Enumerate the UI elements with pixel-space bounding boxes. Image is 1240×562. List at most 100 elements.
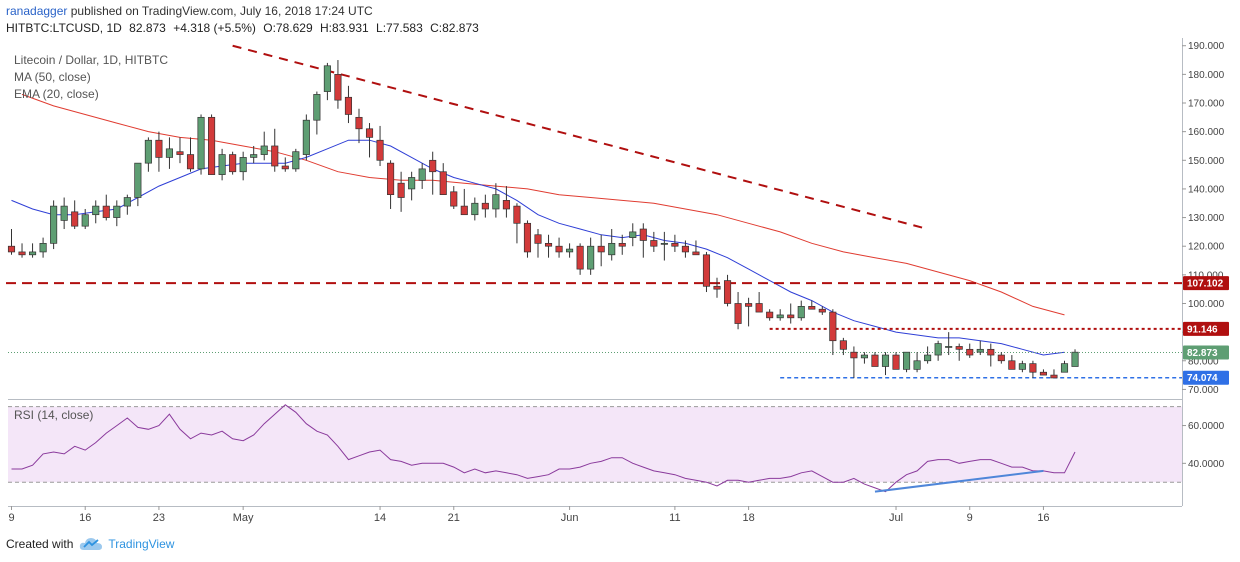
candle (39, 237, 47, 258)
candle-down-body (818, 308, 826, 313)
candle-up-body (860, 354, 868, 359)
candle (60, 197, 68, 230)
rsi-legend[interactable]: RSI (14, close) (14, 408, 94, 422)
candle (165, 137, 174, 169)
price-tick-label: 160.000 (1188, 127, 1225, 138)
candle (376, 125, 384, 167)
candle-down-body (439, 171, 447, 196)
candle (997, 352, 1005, 364)
candle-down-body (481, 202, 489, 210)
candle-down-body (955, 346, 963, 350)
candle (597, 234, 605, 267)
candle-down-body (692, 251, 700, 256)
candle-up-body (313, 94, 321, 121)
candle-down-body (850, 351, 858, 359)
legend-ma[interactable]: MA (50, close) (14, 70, 91, 84)
candle-down-body (755, 303, 763, 313)
candle (1008, 355, 1016, 370)
candle-up-body (776, 314, 784, 319)
rsi-line (11, 404, 1076, 493)
candle-down-body (618, 242, 626, 247)
price-tick-label: 80.000 (1188, 356, 1219, 367)
candle-up-body (29, 251, 37, 256)
candle (987, 343, 995, 367)
candle-down-body (966, 348, 974, 356)
candle (113, 200, 121, 227)
candle (271, 128, 279, 172)
candle (513, 203, 521, 244)
candle-up-body (60, 205, 68, 221)
candle (7, 229, 16, 255)
candle-down-body (155, 139, 163, 158)
candle (576, 243, 584, 275)
candle (797, 300, 805, 321)
candle (260, 131, 268, 161)
candle-down-body (376, 139, 384, 161)
candle-up-body (302, 119, 310, 155)
rsi-tick-label: 40.0000 (1188, 459, 1225, 470)
candle-down-body (71, 211, 79, 227)
candle-down-body (387, 162, 395, 196)
candle-up-body (566, 248, 574, 253)
candle-down-body (208, 116, 216, 175)
candle-down-body (460, 205, 468, 216)
candle-down-body (1029, 363, 1037, 373)
candle (134, 162, 142, 207)
candle (397, 171, 405, 212)
date-tick-label: 11 (669, 512, 680, 524)
legend-ema[interactable]: EMA (20, close) (14, 87, 99, 101)
candle-down-body (271, 145, 279, 167)
candle (471, 197, 479, 221)
candle (587, 237, 595, 275)
candle-down-body (7, 245, 16, 253)
ohlc-header: HITBTC:LTCUSD, 1D 82.873 +4.318 (+5.5%) … (6, 21, 483, 35)
candle-down-body (355, 116, 363, 130)
candle-down-body (987, 348, 995, 356)
author-name[interactable]: ranadagger (6, 4, 68, 18)
candle (450, 186, 458, 209)
candle-down-body (723, 280, 732, 304)
candle-up-body (629, 231, 637, 238)
candle (913, 352, 921, 373)
price-tick-label: 100.000 (1188, 299, 1225, 310)
candle (555, 237, 563, 258)
candle (766, 309, 774, 321)
candle (702, 251, 711, 293)
candle (629, 223, 637, 247)
date-tick-label: 16 (79, 512, 91, 524)
candle (1060, 360, 1069, 373)
candle-up-body (260, 145, 268, 155)
candle-down-body (334, 74, 342, 101)
candle-up-body (292, 151, 300, 170)
price-tick-label: 170.000 (1188, 99, 1225, 110)
candle (566, 243, 574, 258)
candle (955, 343, 963, 361)
tradingview-link[interactable]: TradingView (79, 537, 174, 551)
resistance-price-tag: 107.102 (1187, 279, 1224, 290)
candle (534, 229, 542, 258)
date-tick-label: 14 (374, 512, 386, 524)
candle-down-body (808, 306, 816, 310)
candle-up-body (123, 197, 131, 207)
candle (502, 186, 510, 218)
candle-down-body (229, 154, 237, 173)
candle-up-body (660, 242, 668, 245)
high-value: H:83.931 (319, 21, 369, 35)
candle-down-body (429, 159, 437, 173)
legend-title: Litecoin / Dollar, 1D, HITBTC (14, 53, 169, 67)
price-change: +4.318 (+5.5%) (173, 21, 256, 35)
candle (818, 306, 826, 315)
candle-up-body (1018, 363, 1026, 370)
ema20-line (11, 139, 1065, 356)
candle-down-body (745, 303, 753, 307)
support-price-tag: 74.074 (1187, 373, 1218, 384)
candle (713, 277, 721, 298)
candle (323, 62, 331, 101)
candle-down-body (502, 200, 510, 210)
candle (523, 220, 532, 258)
candle (408, 171, 416, 201)
candle (1029, 360, 1037, 378)
candle-up-body (471, 202, 479, 216)
candle (808, 300, 816, 310)
